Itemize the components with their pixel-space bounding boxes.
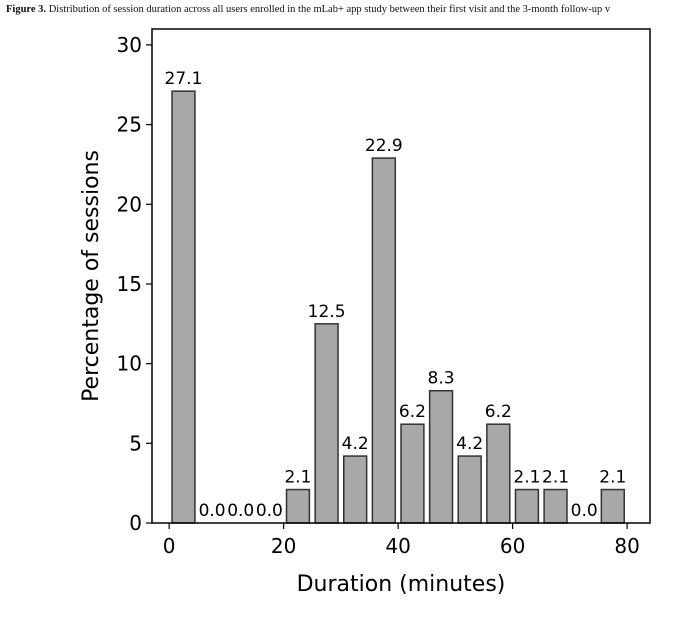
bar-value-label: 2.1: [599, 468, 626, 488]
bar-value-label: 0.0: [571, 501, 598, 521]
x-axis-ticks: 0 20 40 60 80: [163, 523, 640, 558]
bar: [400, 423, 425, 524]
bar: [543, 488, 568, 524]
bar-value-label: 27.1: [165, 69, 203, 89]
figure-caption: Figure 3. Distribution of session durati…: [6, 4, 692, 15]
bar-value-label: 0.0: [227, 501, 254, 521]
x-tick-label: 60: [500, 534, 525, 558]
bar: [314, 323, 339, 524]
y-tick-label: 10: [117, 352, 142, 376]
bar-value-label: 22.9: [365, 136, 403, 156]
y-tick-label: 0: [129, 511, 142, 535]
bar-value-label: 2.1: [513, 468, 540, 488]
y-tick-label: 30: [117, 33, 142, 57]
y-tick-label: 5: [129, 431, 142, 455]
plot-frame: [151, 28, 651, 524]
x-tick-label: 0: [163, 534, 176, 558]
bar: [171, 90, 196, 524]
bar: [486, 423, 511, 524]
bar-value-label: 6.2: [399, 402, 426, 422]
bar: [343, 455, 368, 524]
x-tick-label: 80: [614, 534, 639, 558]
bar-labels-group: 27.10.0 0.0 0.02.112.54.222.96.28.34.26.22…: [165, 69, 627, 521]
bar-value-label: 12.5: [308, 302, 346, 322]
bar: [514, 488, 540, 524]
x-tick-label: 20: [271, 534, 296, 558]
bar-value-label: 0.0: [199, 501, 226, 521]
y-tick-label: 20: [117, 192, 142, 216]
bar: [285, 488, 311, 524]
y-tick-label: 15: [117, 272, 142, 296]
caption-text: Distribution of session duration across …: [48, 4, 611, 15]
x-tick-label: 40: [385, 534, 410, 558]
figure-label: Figure 3.: [6, 4, 47, 15]
bar-value-label: 0.0: [256, 501, 283, 521]
bar-value-label: 4.2: [342, 434, 369, 454]
y-tick-label: 25: [117, 113, 142, 137]
bar: [371, 157, 397, 524]
y-axis-ticks: 0 5 10 15 20 25 30: [117, 33, 152, 535]
x-axis-label: Duration (minutes): [297, 572, 506, 597]
bar-value-label: 2.1: [542, 468, 569, 488]
bar: [428, 389, 454, 524]
bar-value-label: 2.1: [284, 468, 311, 488]
bar-value-label: 8.3: [428, 369, 455, 389]
bar-value-label: 4.2: [456, 434, 483, 454]
bar: [600, 488, 625, 524]
y-axis-label: Percentage of sessions: [79, 150, 104, 402]
bar-value-label: 6.2: [485, 402, 512, 422]
bar: [457, 455, 482, 524]
